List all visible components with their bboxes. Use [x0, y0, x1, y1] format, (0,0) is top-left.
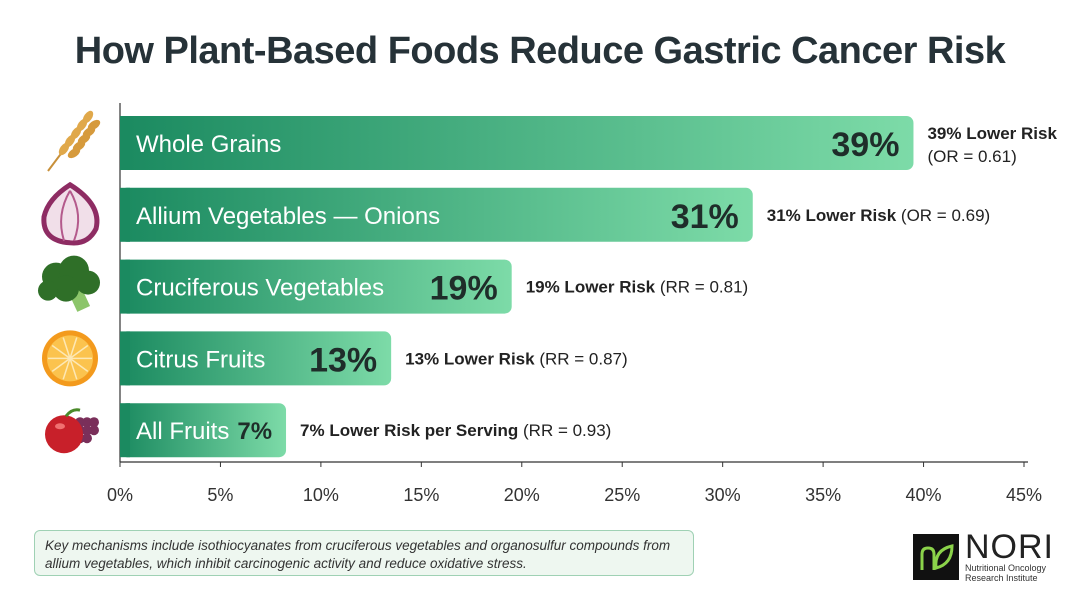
bar-value-label: 31% [671, 198, 739, 236]
risk-annotation-ratio: (RR = 0.81) [660, 278, 748, 297]
risk-annotation-bold: 7% Lower Risk per Serving [300, 421, 523, 440]
x-tick-label: 20% [504, 485, 540, 505]
bar-left-edge [120, 116, 130, 170]
apple-grapes-icon [45, 408, 99, 454]
risk-annotation-ratio: (OR = 0.69) [901, 206, 990, 225]
logo-subtitle-2: Research Institute [965, 573, 1038, 583]
x-tick-label: 5% [207, 485, 233, 505]
bar-category-label: All Fruits [136, 418, 229, 445]
orange-icon [42, 330, 98, 387]
mechanism-note: Key mechanisms include isothiocyanates f… [34, 530, 694, 576]
x-tick-label: 35% [805, 485, 841, 505]
onion-icon [41, 181, 100, 246]
risk-annotation: 13% Lower Risk (RR = 0.87) [405, 349, 628, 368]
bar-left-edge [120, 259, 130, 314]
chart-title: How Plant-Based Foods Reduce Gastric Can… [74, 30, 1006, 72]
x-tick-label: 15% [403, 485, 439, 505]
bar-value-label: 13% [309, 341, 377, 379]
bar-category-label: Cruciferous Vegetables [136, 275, 384, 302]
risk-annotation-ratio: (OR = 0.61) [927, 147, 1016, 166]
bar [120, 331, 392, 386]
bar [120, 403, 287, 458]
risk-annotation-ratio: (RR = 0.87) [539, 349, 627, 368]
bar [120, 259, 512, 314]
risk-annotation: 31% Lower Risk (OR = 0.69) [767, 206, 990, 225]
x-tick-label: 25% [604, 485, 640, 505]
x-tick-label: 10% [303, 485, 339, 505]
x-tick-label: 45% [1006, 485, 1042, 505]
risk-annotation: 19% Lower Risk (RR = 0.81) [526, 278, 749, 297]
nori-logo: NORI Nutritional Oncology Research Insti… [913, 528, 1054, 583]
logo-subtitle-1: Nutritional Oncology [965, 563, 1047, 573]
bar-left-edge [120, 331, 130, 386]
bar-left-edge [120, 187, 130, 242]
bar-value-label: 7% [237, 418, 272, 445]
bar-left-edge [120, 403, 130, 458]
bar-value-label: 19% [430, 270, 498, 308]
risk-annotation-bold: 19% Lower Risk [526, 278, 660, 297]
bar [120, 116, 914, 170]
x-tick-label: 0% [107, 485, 133, 505]
bar-value-label: 39% [831, 126, 899, 164]
risk-annotation-bold: 13% Lower Risk [405, 349, 539, 368]
broccoli-icon [38, 255, 100, 312]
bar [120, 187, 753, 242]
x-tick-label: 40% [906, 485, 942, 505]
wheat-icon [47, 110, 101, 172]
leaf-logo-icon [913, 534, 959, 580]
bar-category-label: Whole Grains [136, 131, 281, 158]
x-tick-label: 30% [705, 485, 741, 505]
logo-name: NORI [965, 528, 1054, 566]
risk-annotation-bold: 31% Lower Risk [767, 206, 901, 225]
bar-chart: 0% 5% 10% 15% 20% 25% 30% 35% 40% 45% Whole Grains… [38, 103, 1057, 505]
risk-annotation-bold: 39% Lower Risk [927, 124, 1057, 143]
risk-annotation-ratio: (RR = 0.93) [523, 421, 611, 440]
bar-category-label: Citrus Fruits [136, 346, 265, 373]
risk-annotation: 7% Lower Risk per Serving (RR = 0.93) [300, 421, 611, 440]
bar-category-label: Allium Vegetables — Onions [136, 203, 440, 230]
